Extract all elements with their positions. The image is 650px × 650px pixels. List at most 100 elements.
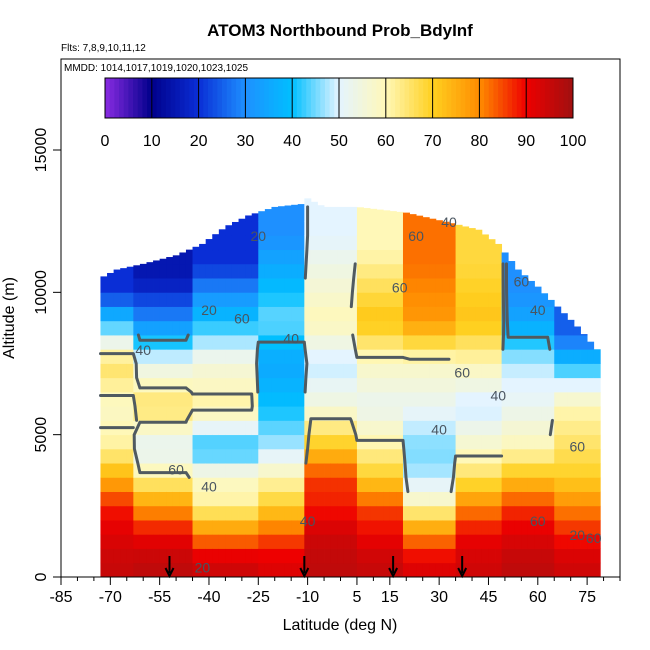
heatmap-cell <box>291 420 299 436</box>
heatmap-cell <box>284 534 292 549</box>
heatmap-cell <box>185 562 193 577</box>
heatmap-cell <box>304 548 312 564</box>
heatmap-cell <box>107 306 115 322</box>
heatmap-cell <box>120 278 128 293</box>
heatmap-cell <box>468 263 476 279</box>
colorbar-segment <box>212 78 218 118</box>
heatmap-cell <box>258 463 266 478</box>
heatmap-cell <box>475 229 483 236</box>
heatmap-cell <box>153 320 161 336</box>
heatmap-cell <box>172 391 180 407</box>
heatmap-cell <box>383 249 391 265</box>
heatmap-cell <box>541 534 549 549</box>
heatmap-cell <box>475 463 483 478</box>
heatmap-cell <box>560 335 568 350</box>
heatmap-cell <box>350 292 358 307</box>
heatmap-cell <box>580 334 588 336</box>
heatmap-cell <box>231 278 239 293</box>
heatmap-cell <box>291 306 299 322</box>
heatmap-cell <box>488 391 496 407</box>
heatmap-cell <box>324 235 332 251</box>
heatmap-cell <box>245 463 253 478</box>
heatmap-cell <box>324 463 332 478</box>
heatmap-cell <box>514 434 522 450</box>
heatmap-cell <box>547 335 555 350</box>
heatmap-cell <box>297 391 305 407</box>
heatmap-cell <box>501 562 509 577</box>
heatmap-cell <box>547 548 555 564</box>
heatmap-cell <box>179 534 187 549</box>
heatmap-cell <box>573 491 581 507</box>
heatmap-cell <box>179 363 187 379</box>
heatmap-cell <box>258 448 266 464</box>
heatmap-cell <box>100 349 108 364</box>
heatmap-cell <box>593 420 601 436</box>
heatmap-cell <box>251 448 259 464</box>
heatmap-cell <box>442 448 450 464</box>
heatmap-cell <box>251 221 259 236</box>
heatmap-cell <box>534 292 542 307</box>
heatmap-cell <box>343 221 351 236</box>
heatmap-cell <box>251 534 259 549</box>
heatmap-cell <box>107 320 115 336</box>
heatmap-cell <box>389 491 397 507</box>
heatmap-cell <box>416 491 424 507</box>
colorbar-segment <box>343 78 349 118</box>
heatmap-cell <box>383 406 391 421</box>
heatmap-cell <box>212 235 220 251</box>
heatmap-cell <box>264 306 272 322</box>
contour-label: 60 <box>408 228 424 244</box>
heatmap-cell <box>409 278 417 293</box>
heatmap-cell <box>172 278 180 293</box>
heatmap-cell <box>271 320 279 336</box>
heatmap-cell <box>488 263 496 279</box>
heatmap-cell <box>264 477 272 492</box>
heatmap-cell <box>396 406 404 421</box>
colorbar-segment <box>254 78 260 118</box>
heatmap-cell <box>449 263 456 279</box>
heatmap-cell <box>179 320 187 336</box>
heatmap-cell <box>567 534 575 549</box>
heatmap-cell <box>120 534 128 549</box>
chart-title: ATOM3 Northbound Prob_BdyInf <box>207 21 473 40</box>
heatmap-cell <box>429 235 437 251</box>
heatmap-cell <box>534 391 542 407</box>
heatmap-cell <box>409 520 417 535</box>
heatmap-cell <box>120 434 128 450</box>
heatmap-cell <box>527 280 535 293</box>
heatmap-cell <box>166 548 174 564</box>
heatmap-cell <box>481 548 489 564</box>
heatmap-cell <box>199 320 207 336</box>
heatmap-cell <box>593 391 601 407</box>
heatmap-cell <box>146 562 154 577</box>
heatmap-cell <box>435 505 443 521</box>
heatmap-cell <box>462 292 470 307</box>
heatmap-cell <box>324 206 332 222</box>
heatmap-cell <box>304 406 312 421</box>
heatmap-cell <box>205 249 213 265</box>
heatmap-cell <box>225 434 233 450</box>
heatmap-cell <box>468 377 476 393</box>
heatmap-cell <box>468 463 476 478</box>
heatmap-cell <box>402 249 410 265</box>
heatmap-cell <box>291 434 299 450</box>
colorbar-tick-label: 60 <box>377 133 395 150</box>
heatmap-cell <box>475 249 483 265</box>
heatmap-cell <box>212 263 220 279</box>
heatmap-cell <box>468 491 476 507</box>
heatmap-cell <box>527 477 535 492</box>
heatmap-cell <box>429 221 437 236</box>
heatmap-cell <box>212 505 220 521</box>
heatmap-cell <box>442 548 450 564</box>
heatmap-cell <box>159 292 167 307</box>
heatmap-cell <box>396 477 404 492</box>
heatmap-cell <box>481 434 489 450</box>
heatmap-cell <box>521 306 529 322</box>
heatmap-cell <box>310 420 318 436</box>
heatmap-cell <box>422 505 430 521</box>
heatmap-cell <box>304 491 312 507</box>
heatmap-cell <box>172 292 180 307</box>
heatmap-cell <box>449 505 456 521</box>
heatmap-cell <box>231 263 239 279</box>
colorbar-segment <box>437 78 443 118</box>
